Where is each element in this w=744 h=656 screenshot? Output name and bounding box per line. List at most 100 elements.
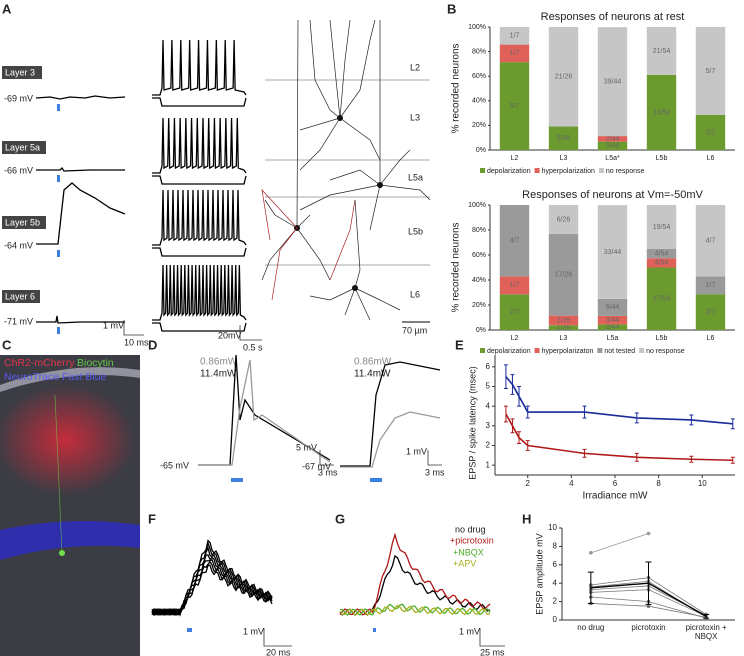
legend-swatch (597, 348, 603, 353)
scale-label: 10 ms (124, 337, 149, 347)
value-label: 1/26 (557, 324, 571, 331)
x-tick-label: L5b (656, 335, 668, 342)
error-bar (582, 448, 587, 458)
trace (36, 166, 125, 172)
error-bar (689, 414, 694, 426)
value-label: 2/44 (606, 324, 620, 331)
series-line (505, 413, 733, 462)
y-tick-label: 60% (472, 73, 486, 80)
y-axis-label: % recorded neurons (451, 222, 462, 312)
error-bar (689, 455, 694, 463)
panel-c: ChR2-mCherry Biocytin NeuroTrace Fast Bl… (0, 355, 140, 656)
cortical-layer: L5b (408, 226, 423, 236)
stim (373, 628, 376, 632)
bar-segment (499, 44, 530, 63)
trace (35, 95, 126, 100)
legend-label: no response (646, 348, 685, 355)
bar-segment (597, 141, 628, 150)
layer-label: Layer 5a (5, 142, 40, 152)
x-tick-label: picrotoxin + NBQX (685, 623, 727, 641)
panel-f: 1 mV 20 ms (151, 539, 292, 656)
trace (340, 361, 441, 467)
layer-label: Layer 6 (5, 291, 35, 301)
y-tick-label: 5 (486, 382, 491, 391)
bar-segment (499, 276, 530, 295)
bar-segment (499, 62, 530, 150)
scale-bar (427, 450, 442, 466)
panel-label: C (2, 337, 12, 352)
trace (152, 117, 247, 174)
value-label: 17/26 (555, 272, 573, 279)
trace (152, 189, 247, 246)
trace (36, 315, 125, 324)
y-tick-label: 60% (472, 252, 486, 259)
vm-label: -69 mV (4, 93, 33, 103)
bar-segment (646, 74, 677, 150)
scale-label: 1 mV (406, 446, 427, 456)
x-tick-label: L3 (560, 155, 568, 162)
legend-swatch (534, 348, 540, 353)
panel-label: G (335, 511, 345, 526)
legend-label: +NBQX (453, 547, 484, 557)
value-label: 2/7 (510, 309, 520, 316)
scale-bar (239, 325, 262, 341)
stim (187, 628, 192, 632)
panel-a: Layer 3 -69 mV Layer 5a -66 mV Layer 5b … (2, 19, 431, 352)
y-tick-label: 20% (472, 122, 486, 129)
y-tick-label: 100% (468, 24, 486, 31)
layer-box (2, 141, 46, 154)
trace (152, 322, 247, 332)
legend-label: hyperpolarization (542, 168, 595, 175)
value-label: 19/54 (653, 224, 671, 231)
trace (152, 39, 247, 96)
y-tick-label: 1 (486, 460, 491, 469)
bar-segment (548, 126, 579, 150)
layer-box (2, 216, 46, 229)
value-label: 21/54 (653, 48, 671, 55)
stim (370, 478, 382, 482)
value-label: 5/7 (706, 68, 716, 75)
value-label: 5/7 (510, 103, 520, 110)
error-bar (517, 385, 521, 407)
y-axis-label: EPSP / spike latency (msec) (467, 366, 477, 479)
error-bar (525, 440, 530, 451)
y-tick-label: 40% (472, 277, 486, 284)
y-tick-label: 80% (472, 227, 486, 234)
y-tick-label: 8 (553, 542, 558, 551)
bar-segment (646, 27, 677, 75)
bar-segment (548, 27, 579, 127)
stain-label: ChR2-mCherry (4, 357, 75, 369)
scale-bar (319, 450, 334, 466)
trace (151, 560, 273, 617)
pair-line (590, 533, 649, 554)
value-label: 2/7 (706, 309, 716, 316)
cortical-layer: L2 (410, 62, 420, 72)
trace (152, 175, 247, 185)
error-bar (730, 418, 735, 430)
value-label: 6/44 (606, 304, 620, 311)
scale-bar (263, 628, 292, 647)
bar-segment (499, 294, 530, 330)
bar-segment (548, 315, 579, 326)
bar-segment (548, 233, 579, 316)
error-bar (503, 405, 508, 423)
stain-label: NeuroTrace Fast Blue (4, 371, 106, 383)
x-axis-label: Irradiance mW (582, 491, 648, 502)
error-bar (510, 418, 515, 434)
y-axis-label: % recorded neurons (451, 43, 462, 133)
value-label: 3/44 (606, 143, 620, 150)
bar-segment (548, 205, 579, 234)
vm-label: -66 mV (4, 165, 33, 175)
x-tick-label: no drug (577, 623, 605, 632)
x-tick-label: 4 (569, 479, 574, 488)
x-tick-label: 10 (698, 479, 707, 488)
value-label: 27/54 (653, 296, 671, 303)
panel-label: H (522, 511, 531, 526)
legend-swatch (480, 348, 485, 353)
bar-segment (646, 249, 677, 259)
stim (57, 104, 60, 111)
panel-label: F (148, 511, 156, 526)
trace (198, 359, 331, 466)
trace (151, 539, 273, 617)
